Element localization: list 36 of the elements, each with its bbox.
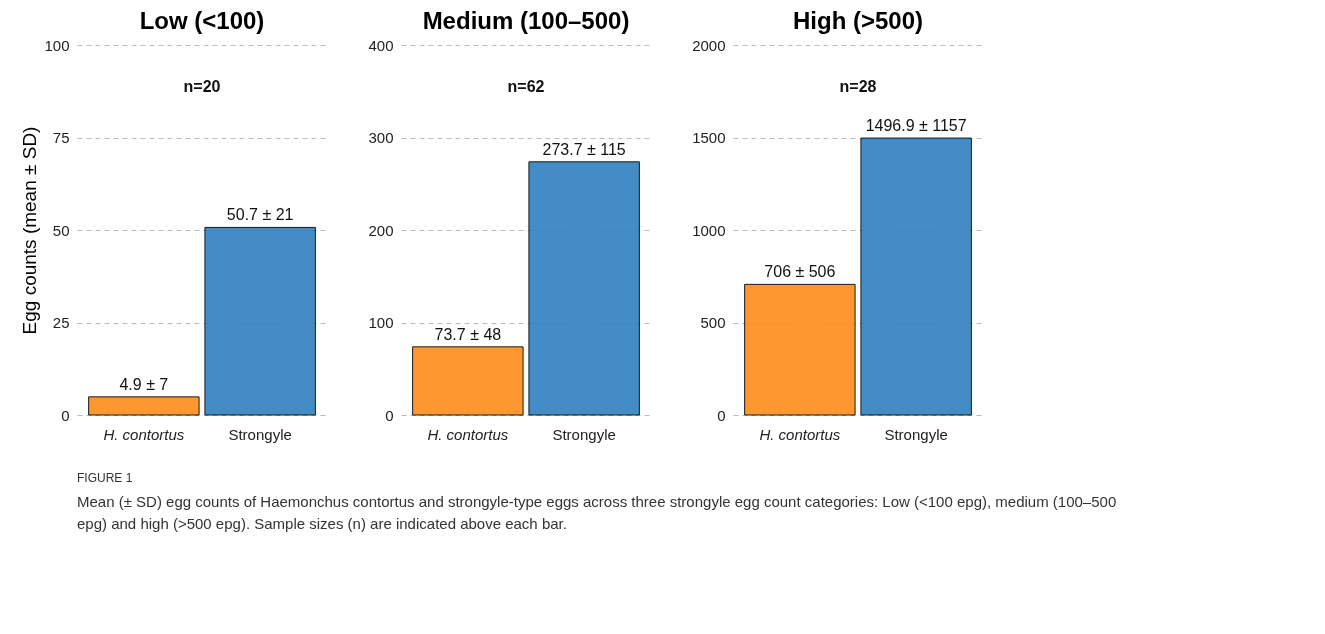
- y-tick-label: 0: [61, 406, 70, 424]
- data-label: 273.7 ± 115: [542, 140, 626, 158]
- y-tick-label: 75: [52, 129, 70, 146]
- data-label: 4.9 ± 7: [119, 375, 169, 393]
- y-tick-label: 400: [368, 36, 394, 54]
- y-tick-label: 25: [52, 314, 70, 331]
- y-axis-title: Egg counts (mean ± SD): [19, 126, 41, 335]
- chart-title: High (>500): [792, 7, 924, 34]
- text: Mean (± SD) egg counts of Haemonchus contortus and strongyle-type eggs across three strongyle egg count categories: Low (<100 epg), medium (100–500 epg) and high (>500 epg). Sample sizes (n) are indicated above each bar.: [77, 493, 1117, 532]
- y-tick-label: 2000: [692, 36, 726, 54]
- y-tick-label: 0: [385, 406, 394, 424]
- data-label: 1496.9 ± 1157: [865, 117, 967, 135]
- y-tick-label: 200: [368, 221, 394, 239]
- x-tick-label: Strongyle: [884, 425, 948, 443]
- data-label: 73.7 ± 48: [434, 325, 502, 343]
- y-tick-label: 100: [44, 36, 70, 54]
- x-tick-label: H. contortus: [759, 425, 841, 443]
- y-tick-label: 1500: [692, 129, 726, 146]
- chart-title: Medium (100–500): [422, 7, 630, 34]
- y-tick-label: 50: [52, 221, 70, 239]
- x-tick-label: Strongyle: [552, 425, 616, 443]
- y-tick-label: 0: [717, 406, 726, 424]
- data-label: 706 ± 506: [764, 263, 836, 281]
- y-tick-label: 300: [368, 129, 394, 146]
- annotation: n=62: [507, 78, 545, 95]
- chart-title: Low (<100): [139, 7, 265, 34]
- x-tick-label: H. contortus: [427, 425, 509, 443]
- data-label: 50.7 ± 21: [226, 206, 294, 224]
- y-tick-label: 100: [368, 314, 394, 331]
- x-tick-label: H. contortus: [103, 425, 185, 443]
- annotation: n=20: [183, 78, 221, 95]
- y-tick-label: 1000: [692, 221, 726, 239]
- caption: FIGURE 1: [77, 471, 133, 485]
- y-tick-label: 500: [700, 314, 726, 331]
- x-tick-label: Strongyle: [228, 425, 292, 443]
- annotation: n=28: [839, 78, 877, 95]
